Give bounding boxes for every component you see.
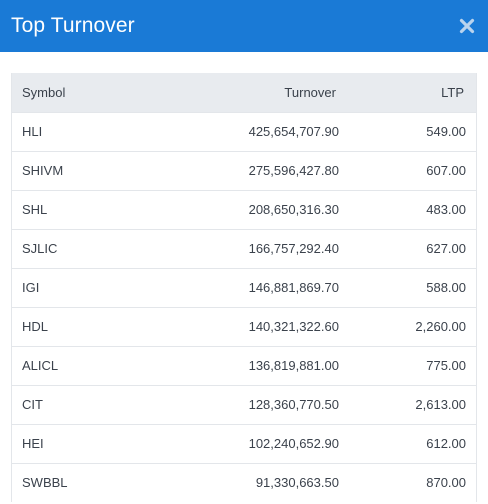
column-header-symbol: Symbol xyxy=(22,84,66,100)
table-row[interactable]: SJLIC 166,757,292.40 627.00 xyxy=(12,229,476,268)
table-row[interactable]: CIT 128,360,770.50 2,613.00 xyxy=(12,385,476,424)
cell-turnover: 91,330,663.50 xyxy=(255,475,339,491)
cell-ltp: 2,613.00 xyxy=(415,397,466,412)
cell-symbol[interactable]: SJLIC xyxy=(22,241,58,256)
column-header-ltp: LTP xyxy=(441,84,464,100)
cell-symbol[interactable]: SWBBL xyxy=(22,475,68,491)
table-row[interactable]: SWBBL 91,330,663.50 870.00 xyxy=(12,463,476,502)
cell-symbol[interactable]: SHIVM xyxy=(22,163,64,178)
cell-ltp: 483.00 xyxy=(426,202,466,217)
cell-turnover: 128,360,770.50 xyxy=(248,397,339,412)
cell-turnover: 146,881,869.70 xyxy=(248,280,339,295)
cell-ltp: 612.00 xyxy=(426,436,466,451)
cell-ltp: 588.00 xyxy=(426,280,466,295)
cell-ltp: 870.00 xyxy=(426,475,466,491)
cell-turnover: 275,596,427.80 xyxy=(248,163,339,178)
table-row[interactable]: HDL 140,321,322.60 2,260.00 xyxy=(12,307,476,346)
cell-symbol[interactable]: HDL xyxy=(22,319,49,334)
cell-turnover: 208,650,316.30 xyxy=(248,202,339,217)
cell-ltp: 607.00 xyxy=(426,163,466,178)
cell-ltp: 627.00 xyxy=(426,241,466,256)
cell-symbol[interactable]: IGI xyxy=(22,280,40,295)
cell-symbol[interactable]: SHL xyxy=(22,202,48,217)
cell-turnover: 136,819,881.00 xyxy=(248,358,339,373)
table-row[interactable]: HLI 425,654,707.90 549.00 xyxy=(12,112,476,151)
cell-symbol[interactable]: ALICL xyxy=(22,358,59,373)
cell-turnover: 166,757,292.40 xyxy=(248,241,339,256)
table-row[interactable]: SHIVM 275,596,427.80 607.00 xyxy=(12,151,476,190)
cell-symbol[interactable]: HLI xyxy=(22,124,43,139)
cell-symbol[interactable]: CIT xyxy=(22,397,43,412)
turnover-table: Symbol Turnover LTP HLI 425,654,707.90 549… xyxy=(12,73,476,502)
cell-ltp: 549.00 xyxy=(426,124,466,139)
cell-turnover: 140,321,322.60 xyxy=(248,319,339,334)
cell-symbol[interactable]: HEI xyxy=(22,436,44,451)
table-row[interactable]: SHL 208,650,316.30 483.00 xyxy=(12,190,476,229)
cell-ltp: 775.00 xyxy=(426,358,466,373)
table-row[interactable]: ALICL 136,819,881.00 775.00 xyxy=(12,346,476,385)
cell-ltp: 2,260.00 xyxy=(415,319,466,334)
table-header-row: Symbol Turnover LTP xyxy=(12,73,476,112)
cell-turnover: 102,240,652.90 xyxy=(248,436,339,451)
turnover-table-container: Symbol Turnover LTP HLI 425,654,707.90 549… xyxy=(11,73,477,502)
close-icon[interactable] xyxy=(456,15,478,37)
table-row[interactable]: IGI 146,881,869.70 588.00 xyxy=(12,268,476,307)
modal-header: Top Turnover xyxy=(0,0,488,52)
modal-title: Top Turnover xyxy=(11,14,135,37)
table-row[interactable]: HEI 102,240,652.90 612.00 xyxy=(12,424,476,463)
column-header-turnover: Turnover xyxy=(284,84,336,100)
cell-turnover: 425,654,707.90 xyxy=(248,124,339,139)
